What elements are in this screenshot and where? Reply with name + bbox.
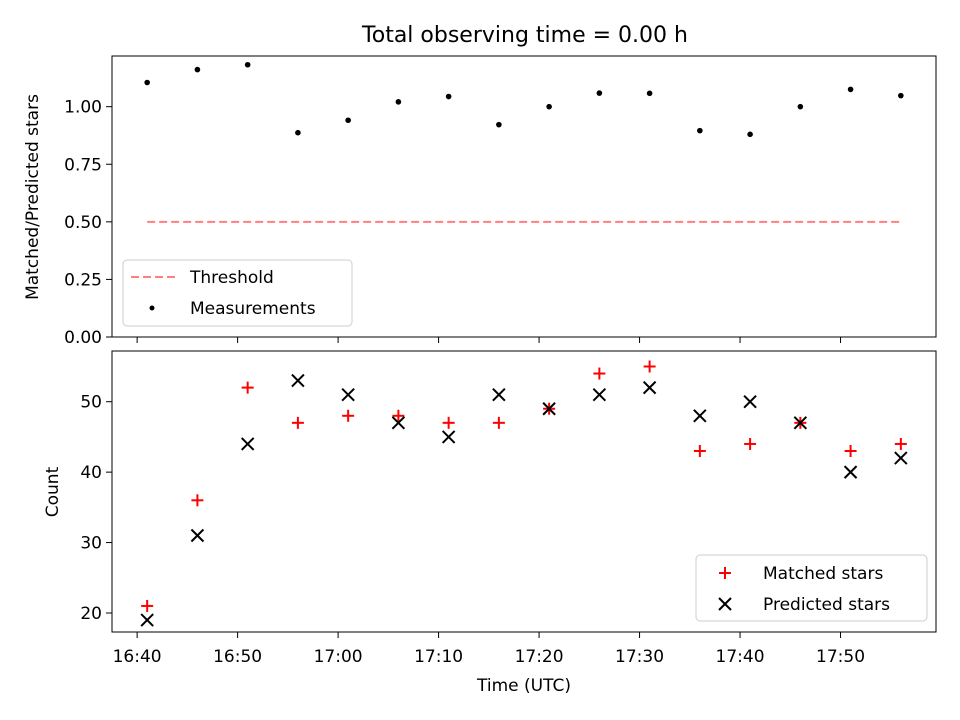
y-tick-label: 1.00	[64, 98, 102, 118]
matched-stars-point	[894, 437, 907, 450]
x-tick-label: 17:00	[314, 647, 363, 667]
y-tick-label: 0.75	[64, 155, 102, 175]
y-tick-label: 20	[80, 604, 102, 624]
legend-measurements-swatch	[149, 305, 155, 311]
x-tick-label: 17:30	[615, 647, 664, 667]
predicted-stars-point	[291, 373, 305, 388]
matched-stars-point	[392, 409, 405, 422]
bottom-y-axis: 20 30 40 50	[80, 393, 112, 624]
predicted-stars-point	[793, 416, 808, 430]
y-tick-label: 0.50	[64, 213, 102, 233]
predicted-stars-point	[391, 416, 406, 430]
matched-stars-point	[191, 494, 204, 507]
matched-stars-point	[241, 381, 254, 394]
predicted-stars-point	[894, 451, 908, 465]
bottom-x-axis: 16:40 16:50 17:00 17:10 17:20 17:30 17:40 17:50	[113, 632, 865, 667]
matched-stars-point	[643, 360, 656, 373]
predicted-stars-point	[140, 613, 154, 627]
predicted-stars-point	[843, 465, 858, 479]
x-tick-label: 16:50	[213, 647, 262, 667]
y-tick-label: 30	[80, 534, 102, 554]
measurement-point	[445, 93, 452, 100]
measurement-point	[345, 117, 351, 124]
top-panel: 0.00 0.25 0.50 0.75 1.00 Matched/Predicted s…	[23, 55, 937, 348]
top-legend-frame	[122, 259, 353, 327]
legend-threshold-label: Threshold	[189, 268, 274, 288]
predicted-stars-point	[542, 402, 556, 416]
matched-stars-point	[744, 437, 757, 450]
x-tick-label: 16:40	[113, 647, 162, 667]
measurement-point	[244, 61, 251, 68]
y-tick-label: 50	[80, 393, 102, 413]
matched-stars-point	[291, 416, 304, 429]
top-axes-frame	[111, 55, 937, 338]
measurement-point	[847, 86, 854, 93]
top-y-axis-label: Matched/Predicted stars	[23, 94, 43, 300]
predicted-stars-point	[492, 387, 506, 402]
chart-title: Total observing time = 0.00 h	[361, 23, 688, 48]
matched-stars-point	[693, 445, 706, 458]
bottom-legend: Matched stars Predicted stars	[695, 554, 928, 622]
bottom-panel-marks	[140, 360, 908, 627]
matched-stars-point	[442, 416, 455, 429]
bottom-axes-frame	[111, 350, 937, 633]
predicted-stars-point	[240, 437, 255, 451]
predicted-stars-point	[441, 430, 456, 444]
measurement-point	[646, 90, 653, 97]
bottom-legend-frame	[695, 554, 928, 622]
x-tick-label: 17:40	[716, 647, 765, 667]
top-y-axis: 0.00 0.25 0.50 0.75 1.00	[64, 98, 112, 348]
measurement-point	[747, 131, 753, 138]
measurement-point	[697, 127, 703, 134]
predicted-stars-point	[592, 387, 607, 402]
measurement-point	[395, 99, 402, 105]
y-tick-label: 0.25	[64, 270, 102, 290]
x-tick-label: 17:50	[816, 647, 865, 667]
x-tick-label: 17:20	[515, 647, 564, 667]
matched-stars-point	[342, 409, 355, 422]
predicted-stars-point	[190, 528, 205, 543]
legend-measurements-label: Measurements	[190, 299, 316, 319]
legend-matched-swatch	[719, 567, 731, 579]
measurement-point	[546, 103, 552, 110]
top-x-axis	[136, 337, 842, 343]
measurement-point	[144, 79, 150, 86]
predicted-stars-point	[341, 387, 355, 402]
matched-stars-point	[593, 367, 606, 380]
measurement-point	[797, 103, 804, 110]
y-tick-label: 40	[80, 463, 102, 483]
measurement-point	[194, 66, 201, 73]
matched-stars-point	[492, 416, 505, 429]
matched-stars-point	[844, 445, 857, 458]
top-panel-marks	[144, 61, 904, 223]
predicted-stars-point	[743, 394, 757, 409]
x-axis-label: Time (UTC)	[476, 676, 571, 696]
x-tick-label: 17:10	[414, 647, 463, 667]
bottom-y-axis-label: Count	[43, 466, 63, 517]
legend-matched-label: Matched stars	[763, 564, 883, 584]
legend-predicted-swatch	[718, 597, 732, 611]
matched-stars-point	[141, 599, 154, 612]
predicted-stars-point	[642, 380, 657, 395]
measurement-point	[898, 92, 904, 99]
measurement-point	[596, 90, 603, 96]
legend-predicted-label: Predicted stars	[763, 595, 890, 615]
y-tick-label: 0.00	[64, 328, 102, 348]
predicted-stars-point	[693, 409, 707, 423]
measurement-point	[496, 121, 502, 128]
measurement-point	[295, 129, 301, 136]
top-legend: Threshold Measurements	[122, 259, 353, 327]
